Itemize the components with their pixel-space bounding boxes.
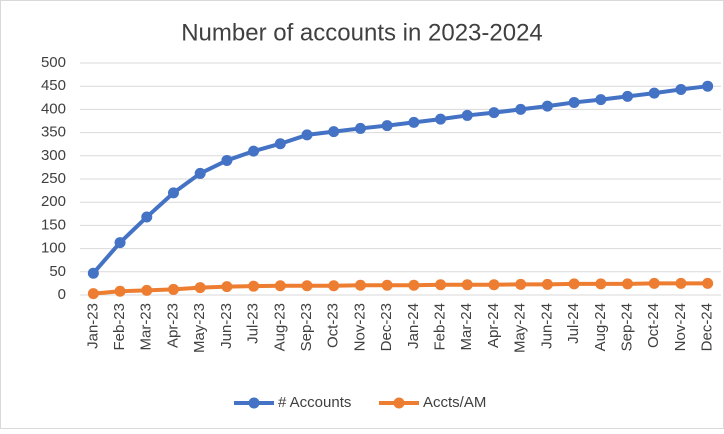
x-tick-label: Nov-23 <box>351 303 368 351</box>
chart-title: Number of accounts in 2023-2024 <box>181 19 543 46</box>
data-point <box>568 96 580 108</box>
y-tick-label: 350 <box>41 124 66 141</box>
x-tick-label: Mar-23 <box>138 303 155 351</box>
x-tick-label: Apr-23 <box>164 303 181 348</box>
y-tick-label: 250 <box>41 170 66 187</box>
data-point <box>87 267 99 279</box>
data-point <box>435 279 447 291</box>
x-tick-label: Dec-23 <box>378 303 395 351</box>
x-tick-label: Jan-23 <box>84 303 101 349</box>
data-point <box>568 278 580 290</box>
data-point <box>301 129 313 141</box>
y-tick-label: 400 <box>41 100 66 117</box>
data-point <box>114 285 126 297</box>
data-point <box>541 100 553 112</box>
y-tick-label: 50 <box>49 263 66 280</box>
x-tick-label: Jun-24 <box>538 303 555 349</box>
x-tick-label: May-23 <box>191 303 208 353</box>
legend-marker <box>393 397 405 409</box>
data-point <box>648 87 660 99</box>
data-point <box>221 281 233 293</box>
data-point <box>675 83 687 95</box>
data-point <box>87 288 99 300</box>
data-point <box>675 277 687 289</box>
data-point <box>461 279 473 291</box>
x-tick-label: Aug-24 <box>592 303 609 351</box>
data-point <box>194 282 206 294</box>
x-tick-label: Mar-24 <box>458 303 475 351</box>
data-point <box>702 277 714 289</box>
data-point <box>248 280 260 292</box>
data-point <box>354 122 366 134</box>
x-tick-label: Oct-24 <box>645 303 662 348</box>
y-tick-label: 100 <box>41 240 66 257</box>
x-tick-label: Sep-24 <box>618 303 635 351</box>
data-point <box>408 279 420 291</box>
data-point <box>221 154 233 166</box>
data-point <box>381 120 393 132</box>
data-point <box>274 138 286 150</box>
data-point <box>328 126 340 138</box>
x-tick-label: Aug-23 <box>271 303 288 351</box>
y-tick-label: 450 <box>41 77 66 94</box>
data-point <box>408 116 420 128</box>
x-tick-label: Dec-24 <box>699 303 716 351</box>
data-point <box>488 107 500 119</box>
x-tick-label: Feb-23 <box>111 303 128 351</box>
data-point <box>622 278 634 290</box>
data-point <box>595 278 607 290</box>
data-point <box>167 283 179 295</box>
x-tick-label: Jan-24 <box>405 303 422 349</box>
legend-marker <box>248 397 260 409</box>
x-tick-label: Feb-24 <box>432 303 449 351</box>
data-point <box>194 167 206 179</box>
data-point <box>515 103 527 115</box>
data-point <box>488 279 500 291</box>
x-tick-label: Apr-24 <box>485 303 502 348</box>
data-point <box>301 280 313 292</box>
y-tick-label: 300 <box>41 147 66 164</box>
data-point <box>648 277 660 289</box>
data-point <box>381 279 393 291</box>
legend-label: Accts/AM <box>423 394 486 411</box>
data-point <box>595 94 607 106</box>
x-tick-label: Jun-23 <box>218 303 235 349</box>
data-point <box>328 280 340 292</box>
data-point <box>622 90 634 102</box>
data-point <box>354 279 366 291</box>
data-point <box>461 109 473 121</box>
data-point <box>435 113 447 125</box>
y-tick-label: 500 <box>41 54 66 71</box>
x-tick-label: Jul-24 <box>565 303 582 344</box>
x-tick-label: Sep-23 <box>298 303 315 351</box>
data-point <box>167 187 179 199</box>
legend-label: # Accounts <box>278 394 351 411</box>
data-point <box>274 280 286 292</box>
data-point <box>515 278 527 290</box>
y-tick-label: 0 <box>58 286 66 303</box>
data-point <box>141 284 153 296</box>
x-tick-label: Oct-23 <box>325 303 342 348</box>
data-point <box>541 278 553 290</box>
y-tick-label: 200 <box>41 193 66 210</box>
data-point <box>114 237 126 249</box>
data-point <box>141 211 153 223</box>
data-point <box>248 145 260 157</box>
x-tick-label: May-24 <box>512 303 529 353</box>
x-tick-label: Nov-24 <box>672 303 689 351</box>
x-tick-label: Jul-23 <box>245 303 262 344</box>
y-tick-label: 150 <box>41 216 66 233</box>
data-point <box>702 80 714 92</box>
